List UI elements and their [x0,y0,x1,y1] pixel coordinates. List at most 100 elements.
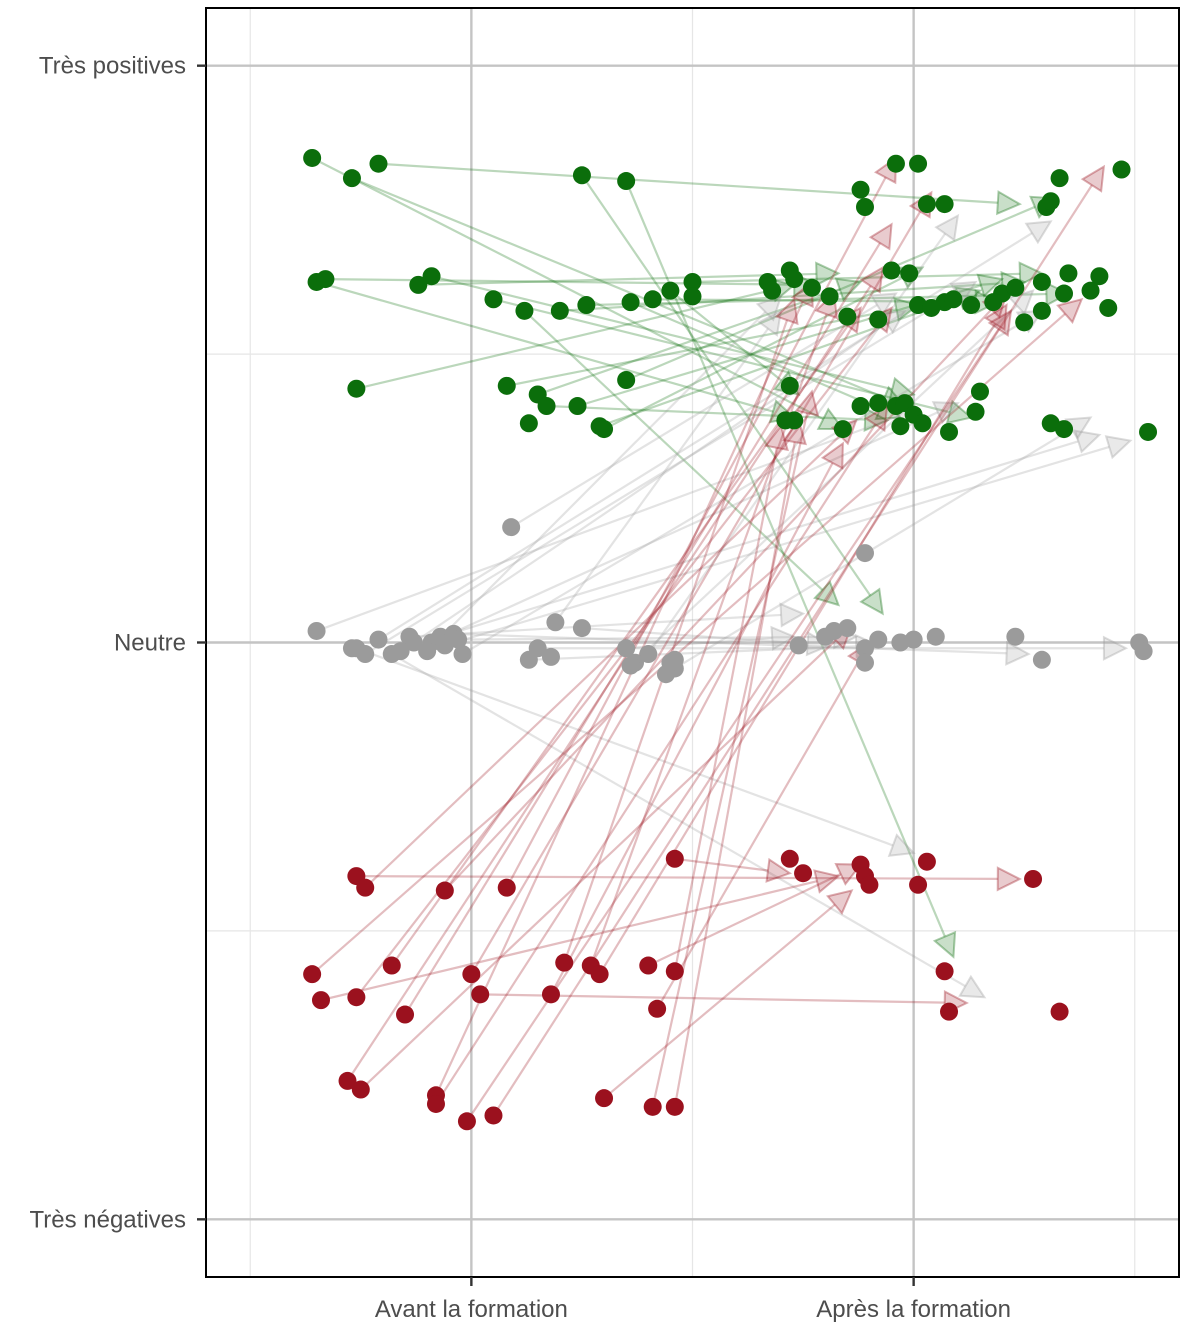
point-positive-after [913,414,932,433]
change-arrow [673,423,789,972]
point-negative-after [909,875,928,894]
point-positive-after [1090,267,1109,286]
point-negative-before [435,881,454,900]
point-negative-before [595,1089,614,1108]
point-neutral-before [453,645,472,664]
point-positive-before [519,414,538,433]
point-positive-before [303,148,322,167]
point-positive-after [962,296,981,315]
point-negative-before [351,1080,370,1099]
change-arrow [409,602,806,638]
point-positive-after [1006,278,1025,297]
change-arrow [546,404,890,433]
point-negative-before [590,965,609,984]
point-positive-after [935,195,954,214]
y-tick-label: Neutre [114,630,186,657]
change-arrow [563,297,799,963]
change-arrow [440,429,1102,638]
y-tick-label: Très négatives [29,1206,186,1233]
point-positive-after [966,402,985,421]
point-positive-before [537,397,556,416]
point-neutral-before [391,642,410,661]
change-arrow [581,174,884,616]
point-positive-after [909,154,928,173]
change-arrow [444,435,1133,647]
change-arrow [554,309,783,623]
change-arrow [692,261,1045,287]
point-negative-before [555,953,574,972]
point-positive-after [1139,422,1158,441]
x-axis-labels: Avant la formation Après la formation [375,1296,1011,1323]
point-positive-after [851,180,870,199]
point-positive-before [497,376,516,395]
change-arrow [453,632,1031,666]
point-negative-after [1024,869,1043,888]
point-negative-before [643,1097,662,1116]
point-negative-after [1050,1002,1069,1021]
point-neutral-before [546,613,565,632]
point-negative-after [935,962,954,981]
point-positive-after [940,422,959,441]
y-tick-label: Très positives [39,53,186,80]
point-neutral-before [528,639,547,658]
change-arrow [674,857,793,883]
point-positive-after [891,417,910,436]
point-negative-before [356,878,375,897]
change-arrow [431,401,960,644]
point-positive-after [900,264,919,283]
point-neutral-after [904,630,923,649]
point-negative-before [426,1094,445,1113]
point-positive-before [683,272,702,291]
point-positive-after [1055,420,1074,439]
point-neutral-before [418,642,437,661]
point-positive-after [1099,298,1118,317]
point-negative-before [665,962,684,981]
point-positive-before [422,267,441,286]
point-neutral-before [639,645,658,664]
change-arrow [355,647,916,857]
point-negative-before [497,878,516,897]
point-negative-before [311,991,330,1010]
point-positive-after [1081,281,1100,300]
point-negative-before [462,965,481,984]
point-positive-after [1032,272,1051,291]
change-arrow [537,277,863,396]
point-neutral-before [404,633,423,652]
point-positive-before [617,172,636,191]
point-positive-after [1041,192,1060,211]
point-positive-after [780,376,799,395]
point-positive-after [944,290,963,309]
point-negative-before [396,1005,415,1024]
point-positive-after [776,411,795,430]
axis-ticks [197,64,915,1286]
point-neutral-before [307,621,326,640]
point-neutral-before [617,639,636,658]
change-arrow [647,213,960,655]
point-neutral-after [1134,642,1153,661]
point-positive-before [316,270,335,289]
change-arrow [510,292,898,529]
point-neutral-after [855,653,874,672]
point-positive-after [1059,264,1078,283]
point-positive-before [572,166,591,185]
point-positive-before [683,287,702,306]
point-positive-after [882,261,901,280]
point-positive-before [347,379,366,398]
point-neutral-before [369,630,388,649]
point-negative-before [347,988,366,1007]
point-positive-after [984,293,1003,312]
point-positive-after [838,307,857,326]
change-arrow [391,653,987,999]
change-arrow [404,222,893,1016]
point-positive-after [851,397,870,416]
point-negative-after [940,1002,959,1021]
change-arrow [356,866,1023,892]
point-positive-after [922,298,941,317]
point-negative-before [665,849,684,868]
point-positive-after [763,281,782,300]
point-negative-before [471,985,490,1004]
point-positive-after [1032,301,1051,320]
point-positive-after [917,195,936,214]
point-negative-after [794,864,813,883]
point-negative-before [338,1071,357,1090]
